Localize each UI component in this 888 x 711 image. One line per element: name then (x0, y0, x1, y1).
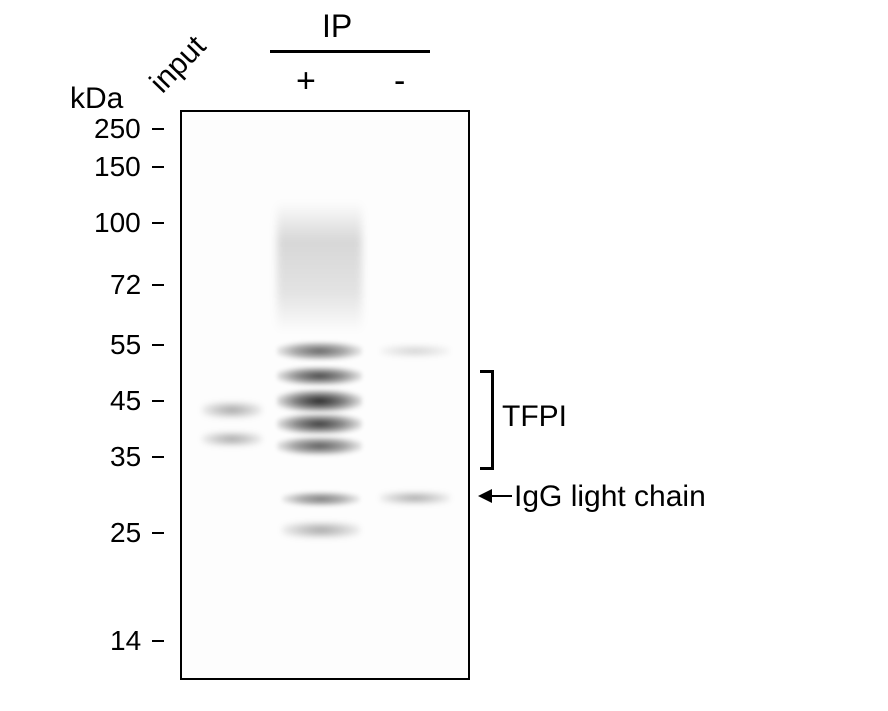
mw-tick (152, 532, 164, 534)
mw-label: 250 (94, 113, 141, 145)
mw-tick (152, 166, 164, 168)
band-ip-plus (277, 437, 362, 455)
ip-underline (270, 50, 430, 53)
blot-frame (180, 110, 470, 680)
mw-label: 25 (110, 517, 141, 549)
mw-label: 35 (110, 441, 141, 473)
band-igg-minus (380, 492, 450, 504)
band-igg-plus (282, 492, 360, 506)
mw-tick (152, 640, 164, 642)
band-input (202, 432, 262, 446)
mw-label: 45 (110, 385, 141, 417)
mw-tick (152, 344, 164, 346)
mw-tick (152, 400, 164, 402)
lane-label-minus: - (394, 62, 405, 101)
arrow-line (490, 495, 512, 497)
protein-label: TFPI (502, 400, 567, 434)
mw-label: 150 (94, 151, 141, 183)
lane-label-plus: + (296, 62, 316, 101)
band-ip-plus (277, 414, 362, 434)
mw-label: 55 (110, 329, 141, 361)
mw-label: 100 (94, 207, 141, 239)
band-ip-plus-strong (277, 390, 362, 412)
mw-tick (152, 456, 164, 458)
band-ip-plus (277, 342, 362, 360)
band-input (202, 402, 262, 418)
mw-tick (152, 284, 164, 286)
mw-label: 72 (110, 269, 141, 301)
lane-label-input: input (144, 30, 214, 100)
band-ip-plus (277, 367, 362, 385)
band-ip-plus-faint (282, 522, 360, 538)
igg-label: IgG light chain (514, 480, 706, 514)
mw-tick (152, 128, 164, 130)
units-label: kDa (70, 82, 123, 116)
ip-label: IP (322, 8, 352, 45)
band-ip-minus-faint (380, 345, 450, 357)
tfpi-bracket (480, 370, 494, 470)
western-blot-figure: kDa input IP + - 250 150 100 72 55 45 35… (0, 0, 888, 711)
mw-label: 14 (110, 625, 141, 657)
mw-tick (152, 222, 164, 224)
smear-ip-plus (277, 202, 362, 332)
